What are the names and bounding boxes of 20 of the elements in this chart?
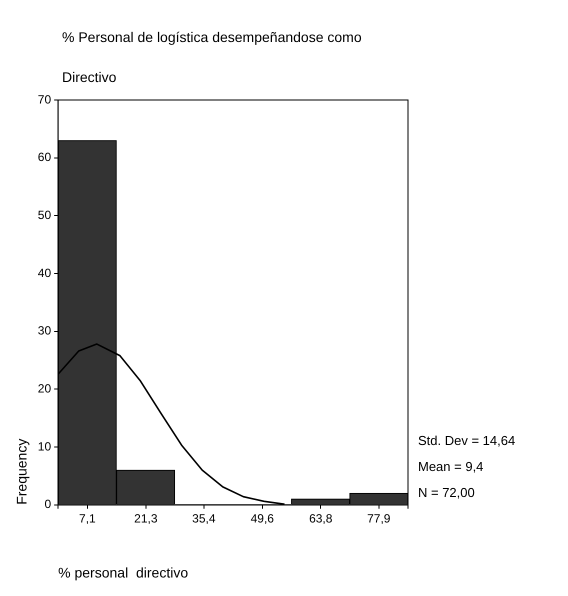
x-tick-label: 7,1 (79, 511, 96, 526)
y-tick-label: 10 (38, 439, 52, 454)
y-tick-label: 40 (38, 266, 52, 280)
x-tick-label: 77,9 (367, 511, 391, 526)
chart-title: % Personal de logística desempeñandose como Directivo (62, 29, 362, 85)
x-tick-label: 21,3 (134, 511, 158, 526)
x-axis-title: % personal directivo (58, 564, 188, 580)
y-tick-label: 0 (44, 497, 52, 512)
text: Std. Dev = 14,64 (418, 432, 516, 448)
text: N = 72,00 (418, 484, 475, 500)
y-axis-title: Frequency (13, 438, 30, 505)
x-tick-label: 63,8 (309, 511, 333, 526)
x-tick-label: 49,6 (250, 511, 274, 526)
y-tick-label: 30 (38, 324, 52, 338)
y-tick-label: 20 (38, 381, 52, 396)
y-tick-label: 60 (38, 150, 52, 164)
x-tick-label: 35,4 (192, 511, 216, 526)
y-tick-label: 50 (38, 208, 52, 222)
y-tick-label: 70 (38, 92, 52, 106)
text: Mean = 9,4 (418, 458, 484, 474)
